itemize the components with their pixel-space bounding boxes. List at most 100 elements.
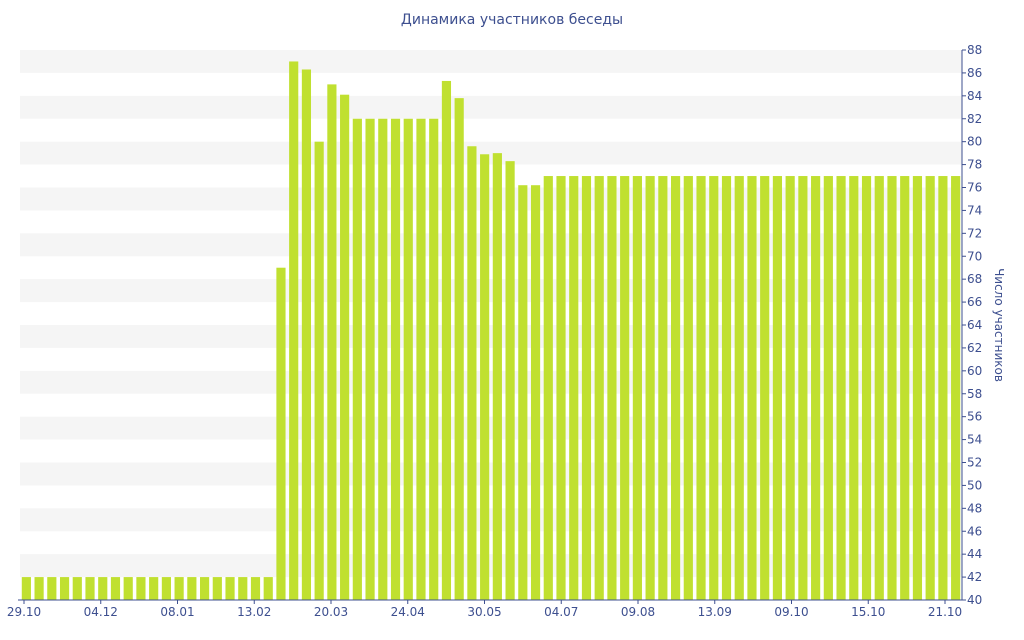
x-tick-label: 15.10 <box>851 605 885 619</box>
bar[interactable] <box>581 176 592 601</box>
bar[interactable] <box>900 176 910 601</box>
bar[interactable] <box>823 176 833 601</box>
bar[interactable] <box>365 118 375 600</box>
bar[interactable] <box>530 185 541 600</box>
bar[interactable] <box>238 577 248 600</box>
bar[interactable] <box>378 118 388 600</box>
grid-band <box>20 462 962 486</box>
bar[interactable] <box>136 577 146 600</box>
bar[interactable] <box>696 176 706 601</box>
bar[interactable] <box>187 577 197 600</box>
bar[interactable] <box>492 153 502 601</box>
bar[interactable] <box>429 118 439 600</box>
chart-title: Динамика участников беседы <box>400 12 624 28</box>
y-tick-label: 40 <box>967 593 982 607</box>
bar[interactable] <box>658 176 668 601</box>
bar[interactable] <box>709 176 719 601</box>
bar[interactable] <box>34 577 44 600</box>
bar[interactable] <box>874 176 884 601</box>
bar[interactable] <box>594 176 604 601</box>
x-tick-label: 29.10 <box>7 605 41 619</box>
bar[interactable] <box>98 577 108 600</box>
bar[interactable] <box>47 577 57 600</box>
bar[interactable] <box>467 146 477 600</box>
y-tick-label: 58 <box>967 387 982 401</box>
bar[interactable] <box>785 176 795 601</box>
bar[interactable] <box>161 577 171 600</box>
bar[interactable] <box>543 176 553 601</box>
bar[interactable] <box>645 176 655 601</box>
bar[interactable] <box>85 577 95 600</box>
bar[interactable] <box>607 176 617 601</box>
bar[interactable] <box>352 118 362 600</box>
bar[interactable] <box>327 84 337 601</box>
bar[interactable] <box>263 577 273 600</box>
bar[interactable] <box>72 577 82 600</box>
bar[interactable] <box>721 176 732 601</box>
bar[interactable] <box>225 577 235 600</box>
y-tick-label: 54 <box>967 433 982 447</box>
bar[interactable] <box>390 118 401 600</box>
bar[interactable] <box>683 176 693 601</box>
bar[interactable] <box>403 118 413 600</box>
bar[interactable] <box>21 577 31 600</box>
y-tick-label: 62 <box>967 341 982 355</box>
bar[interactable] <box>505 161 515 600</box>
y-tick-label: 66 <box>967 295 982 309</box>
bar[interactable] <box>518 185 528 600</box>
y-tick-label: 80 <box>967 135 982 149</box>
bar[interactable] <box>747 176 757 601</box>
bar[interactable] <box>951 176 961 601</box>
grid-band <box>20 233 962 257</box>
bar[interactable] <box>861 176 872 601</box>
bar[interactable] <box>569 176 579 601</box>
grid-band <box>20 95 962 119</box>
bar[interactable] <box>59 577 70 600</box>
y-tick-label: 46 <box>967 524 982 538</box>
x-axis: 29.10 04.12 08.01 13.02 20.03 24.04 30.05 04.07… <box>7 599 962 619</box>
bar[interactable] <box>441 80 452 600</box>
bar[interactable] <box>632 176 642 601</box>
bar[interactable] <box>912 176 923 601</box>
bar[interactable] <box>289 61 299 600</box>
bar[interactable] <box>798 176 808 601</box>
bar[interactable] <box>671 176 681 601</box>
bar[interactable] <box>454 98 464 601</box>
grid-band <box>20 50 962 73</box>
bar[interactable] <box>314 141 324 601</box>
bar[interactable] <box>250 577 261 600</box>
y-tick-label: 82 <box>967 112 982 126</box>
y-tick-label: 52 <box>967 456 982 470</box>
x-tick-label: 09.10 <box>774 605 808 619</box>
x-tick-label: 09.08 <box>621 605 655 619</box>
bar[interactable] <box>620 176 630 601</box>
x-tick-label: 21.10 <box>928 605 962 619</box>
bar[interactable] <box>174 577 184 600</box>
grid-band <box>20 141 962 165</box>
bar[interactable] <box>556 176 566 601</box>
bar[interactable] <box>212 577 222 600</box>
bar[interactable] <box>149 577 159 600</box>
bar[interactable] <box>887 176 897 601</box>
bar[interactable] <box>811 176 821 601</box>
bar[interactable] <box>925 176 935 601</box>
bar[interactable] <box>772 176 783 601</box>
y-tick-label: 42 <box>967 570 982 584</box>
y-tick-label: 76 <box>967 181 982 195</box>
bar[interactable] <box>734 176 744 601</box>
grid-band <box>20 416 962 440</box>
bar[interactable] <box>416 118 426 600</box>
bar[interactable] <box>760 176 770 601</box>
bar[interactable] <box>301 69 312 601</box>
grid-band <box>20 325 962 348</box>
bar[interactable] <box>480 154 490 600</box>
bar[interactable] <box>276 267 286 600</box>
bar[interactable] <box>110 577 121 600</box>
bar[interactable] <box>340 94 350 600</box>
bar[interactable] <box>938 176 948 601</box>
bar[interactable] <box>836 176 846 601</box>
bar[interactable] <box>200 577 210 600</box>
bar[interactable] <box>849 176 859 601</box>
x-tick-label: 13.09 <box>698 605 732 619</box>
bar[interactable] <box>123 577 133 600</box>
